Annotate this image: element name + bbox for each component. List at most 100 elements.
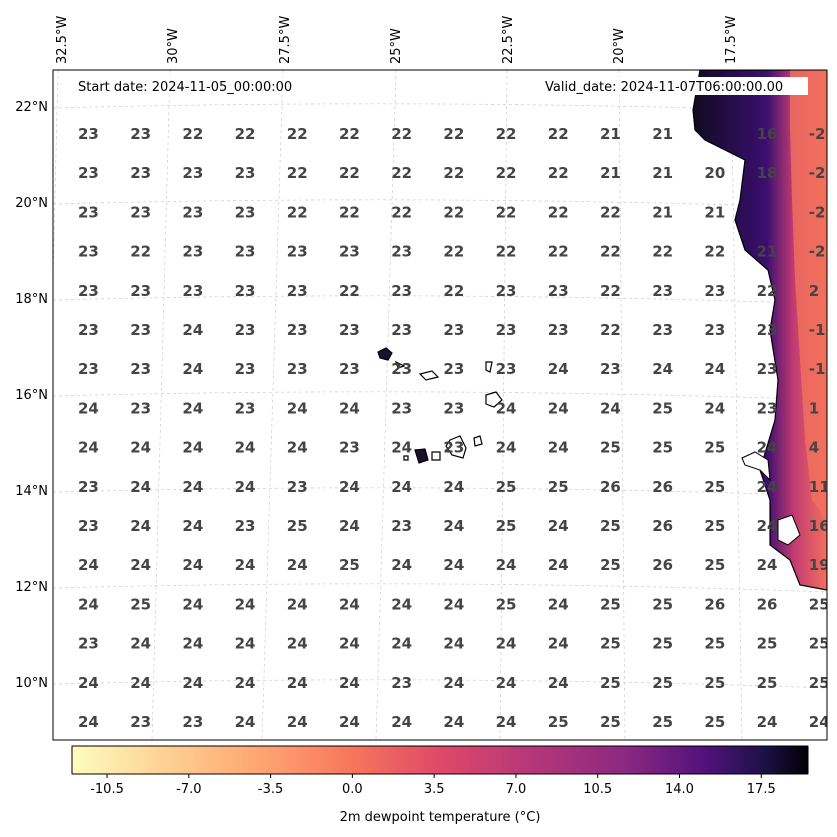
grid-value: 24: [182, 635, 203, 653]
lon-label: 30°W: [166, 28, 181, 64]
grid-value: 24: [182, 399, 203, 417]
grid-value: 24: [182, 595, 203, 613]
grid-value: 22: [757, 282, 778, 300]
grid-value: 24: [339, 399, 360, 417]
grid-value: 25: [600, 517, 621, 535]
grid-value: 22: [496, 243, 517, 261]
grid-value: 23: [600, 360, 621, 378]
grid-value: 25: [496, 517, 517, 535]
grid-value: 24: [78, 556, 99, 574]
grid-value: 24: [130, 556, 151, 574]
grid-value: 24: [182, 556, 203, 574]
grid-value: 24: [757, 713, 778, 731]
grid-value: 23: [391, 517, 412, 535]
grid-value: 25: [287, 517, 308, 535]
grid-value: 22: [548, 243, 569, 261]
grid-value: -1: [809, 321, 826, 339]
grid-value: 24: [757, 478, 778, 496]
grid-value: 24: [182, 517, 203, 535]
grid-value: 21: [600, 164, 621, 182]
grid-value: 25: [704, 517, 725, 535]
grid-value: 23: [78, 125, 99, 143]
grid-value: 23: [443, 321, 464, 339]
grid-value: 25: [704, 674, 725, 692]
grid-value: 23: [78, 282, 99, 300]
grid-value: 23: [235, 399, 256, 417]
grid-value: 25: [809, 595, 830, 613]
grid-value: 24: [757, 439, 778, 457]
grid-value: 24: [496, 556, 517, 574]
grid-value: 4: [809, 439, 819, 457]
grid-value: 22: [496, 125, 517, 143]
grid-value: 18: [757, 164, 778, 182]
grid-value: 24: [339, 713, 360, 731]
grid-value: 24: [182, 360, 203, 378]
colorbar-tick-label: -7.0: [176, 782, 201, 797]
grid-value: 25: [600, 439, 621, 457]
grid-value: 25: [704, 556, 725, 574]
grid-value: 23: [182, 713, 203, 731]
lon-label: 27.5°W: [278, 16, 293, 64]
colorbar-tick-label: 0.0: [342, 782, 363, 797]
grid-value: 23: [130, 164, 151, 182]
grid-value: 24: [235, 635, 256, 653]
grid-value: 24: [182, 321, 203, 339]
grid-value: 23: [391, 282, 412, 300]
grid-value: 23: [391, 674, 412, 692]
grid-value: 25: [652, 439, 673, 457]
colorbar-tick-label: 17.5: [747, 782, 776, 797]
grid-value: 24: [548, 674, 569, 692]
grid-value: 23: [78, 321, 99, 339]
grid-value: 22: [287, 164, 308, 182]
grid-value: 25: [652, 635, 673, 653]
grid-value: 24: [182, 439, 203, 457]
grid-value: 24: [130, 635, 151, 653]
grid-value: 22: [287, 125, 308, 143]
grid-value: 23: [652, 321, 673, 339]
map-frame: [53, 70, 827, 740]
grid-value: 24: [235, 595, 256, 613]
grid-value: 26: [757, 595, 778, 613]
grid-value: 1: [809, 399, 819, 417]
lon-label: 17.5°W: [724, 16, 739, 64]
grid-value: 24: [443, 635, 464, 653]
grid-value: 25: [757, 635, 778, 653]
grid-value: 23: [496, 321, 517, 339]
grid-value: 23: [130, 399, 151, 417]
grid-value: 22: [443, 243, 464, 261]
grid-value: 22: [496, 164, 517, 182]
grid-value: 23: [235, 164, 256, 182]
grid-value: 24: [757, 556, 778, 574]
grid-value: 23: [130, 360, 151, 378]
africa-coast-field: [692, 70, 827, 591]
grid-value: 21: [757, 243, 778, 261]
grid-value: 24: [548, 517, 569, 535]
grid-value: 23: [339, 439, 360, 457]
grid-value: 22: [391, 164, 412, 182]
grid-value: 23: [182, 282, 203, 300]
grid-value: 23: [130, 125, 151, 143]
grid-value: 25: [496, 595, 517, 613]
colorbar-label: 2m dewpoint temperature (°C): [340, 810, 541, 825]
grid-value: 22: [287, 203, 308, 221]
grid-value: 25: [757, 674, 778, 692]
colorbar-tick-label: -10.5: [90, 782, 124, 797]
colorbar-tick-label: 3.5: [424, 782, 445, 797]
grid-value: 16: [757, 125, 778, 143]
grid-value: 23: [391, 243, 412, 261]
dewpoint-value-grid: 23 23 22 22 22 22 22 22 22 22 21 21 16 -223 23 23 23 22 22…: [78, 125, 830, 731]
grid-value: 25: [600, 713, 621, 731]
grid-value: 20: [704, 164, 725, 182]
grid-value: 23: [130, 321, 151, 339]
grid-value: 23: [287, 243, 308, 261]
grid-value: 25: [809, 674, 830, 692]
grid-value: 23: [496, 360, 517, 378]
grid-value: 23: [704, 282, 725, 300]
grid-value: 22: [443, 203, 464, 221]
grid-value: 25: [339, 556, 360, 574]
grid-value: 24: [78, 674, 99, 692]
grid-value: 24: [235, 439, 256, 457]
grid-value: 24: [287, 399, 308, 417]
colorbar-tick-label: 7.0: [506, 782, 527, 797]
grid-value: 24: [652, 360, 673, 378]
